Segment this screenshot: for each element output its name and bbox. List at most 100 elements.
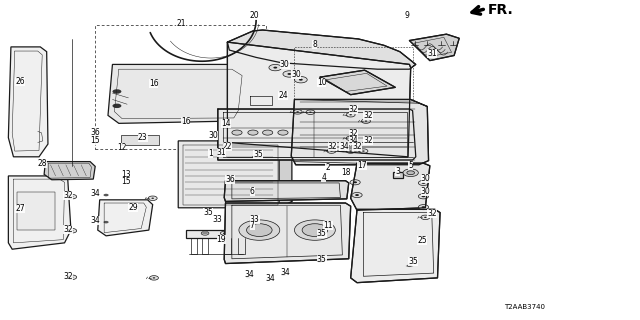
- Text: 32: 32: [328, 142, 337, 151]
- Text: 26: 26: [15, 77, 25, 86]
- Circle shape: [246, 224, 272, 236]
- Text: 24: 24: [278, 91, 288, 100]
- Circle shape: [281, 273, 286, 276]
- Text: 27: 27: [15, 204, 25, 213]
- Text: 15: 15: [121, 177, 131, 186]
- Polygon shape: [224, 181, 349, 201]
- Circle shape: [293, 110, 302, 114]
- Circle shape: [232, 130, 242, 135]
- Text: 4: 4: [321, 173, 326, 182]
- Text: 32: 32: [364, 136, 373, 145]
- Circle shape: [346, 113, 355, 117]
- Circle shape: [419, 194, 429, 199]
- Circle shape: [71, 230, 74, 231]
- Text: 15: 15: [90, 136, 100, 145]
- Polygon shape: [44, 162, 95, 180]
- Circle shape: [348, 142, 353, 145]
- Circle shape: [349, 150, 352, 152]
- Circle shape: [350, 180, 360, 185]
- Circle shape: [248, 130, 258, 135]
- Circle shape: [330, 150, 333, 152]
- Polygon shape: [8, 176, 71, 249]
- Text: 8: 8: [312, 40, 317, 49]
- Text: 12: 12: [117, 143, 127, 152]
- Circle shape: [287, 73, 291, 75]
- Circle shape: [152, 197, 154, 199]
- Polygon shape: [98, 200, 153, 236]
- Circle shape: [68, 228, 77, 233]
- Circle shape: [308, 130, 319, 135]
- Circle shape: [407, 265, 412, 267]
- Polygon shape: [224, 203, 351, 264]
- Text: 10: 10: [317, 78, 326, 87]
- Text: 34: 34: [266, 274, 275, 283]
- Circle shape: [113, 104, 122, 108]
- Text: 32: 32: [63, 272, 73, 281]
- Text: 25: 25: [417, 236, 427, 245]
- Circle shape: [273, 67, 277, 68]
- Circle shape: [403, 169, 419, 177]
- Circle shape: [239, 220, 280, 240]
- Circle shape: [68, 275, 77, 279]
- Circle shape: [252, 156, 257, 158]
- Circle shape: [246, 276, 251, 278]
- Text: 36: 36: [90, 128, 100, 137]
- Circle shape: [223, 233, 225, 234]
- Text: 17: 17: [357, 161, 367, 170]
- Text: 30: 30: [421, 174, 431, 183]
- Text: FR.: FR.: [487, 3, 513, 17]
- Text: 16: 16: [149, 79, 159, 88]
- Polygon shape: [108, 64, 248, 123]
- Text: 16: 16: [180, 117, 191, 126]
- Text: 9: 9: [404, 12, 409, 20]
- Text: 30: 30: [208, 131, 218, 140]
- Text: 32: 32: [428, 209, 437, 218]
- Circle shape: [292, 130, 303, 135]
- Circle shape: [148, 196, 157, 200]
- Text: 34: 34: [280, 268, 290, 277]
- Bar: [121, 135, 159, 145]
- Text: 21: 21: [176, 19, 186, 28]
- Circle shape: [202, 231, 208, 234]
- Circle shape: [365, 121, 367, 122]
- Circle shape: [424, 217, 427, 218]
- Circle shape: [296, 111, 299, 113]
- Circle shape: [340, 148, 346, 151]
- Text: 31: 31: [428, 49, 437, 58]
- Polygon shape: [279, 141, 292, 208]
- Circle shape: [349, 138, 352, 139]
- Text: 2: 2: [325, 164, 330, 172]
- Circle shape: [226, 231, 232, 234]
- Circle shape: [153, 277, 156, 278]
- Text: 31: 31: [216, 148, 226, 157]
- Text: 35: 35: [203, 208, 212, 217]
- Text: 33: 33: [250, 215, 259, 224]
- Text: 35: 35: [317, 255, 326, 264]
- Circle shape: [355, 194, 359, 196]
- Text: 6: 6: [250, 188, 255, 196]
- Text: 11: 11: [323, 221, 333, 230]
- Text: 32: 32: [349, 129, 358, 138]
- Circle shape: [422, 206, 426, 208]
- Text: 32: 32: [349, 105, 358, 114]
- Circle shape: [201, 231, 209, 235]
- Circle shape: [419, 180, 429, 186]
- Circle shape: [309, 112, 312, 113]
- Text: 14: 14: [221, 119, 230, 128]
- Circle shape: [71, 196, 74, 197]
- Circle shape: [283, 71, 296, 77]
- Circle shape: [220, 231, 228, 235]
- Polygon shape: [393, 172, 403, 178]
- Circle shape: [269, 64, 282, 71]
- Text: 22: 22: [223, 142, 232, 151]
- Circle shape: [294, 76, 307, 83]
- Circle shape: [299, 79, 303, 81]
- Text: 35: 35: [317, 229, 326, 238]
- Text: 30: 30: [421, 187, 431, 196]
- Circle shape: [346, 136, 355, 140]
- Text: 19: 19: [216, 235, 226, 244]
- Circle shape: [327, 149, 336, 153]
- Circle shape: [421, 215, 430, 220]
- Bar: [17, 192, 55, 230]
- Text: 32: 32: [63, 225, 73, 234]
